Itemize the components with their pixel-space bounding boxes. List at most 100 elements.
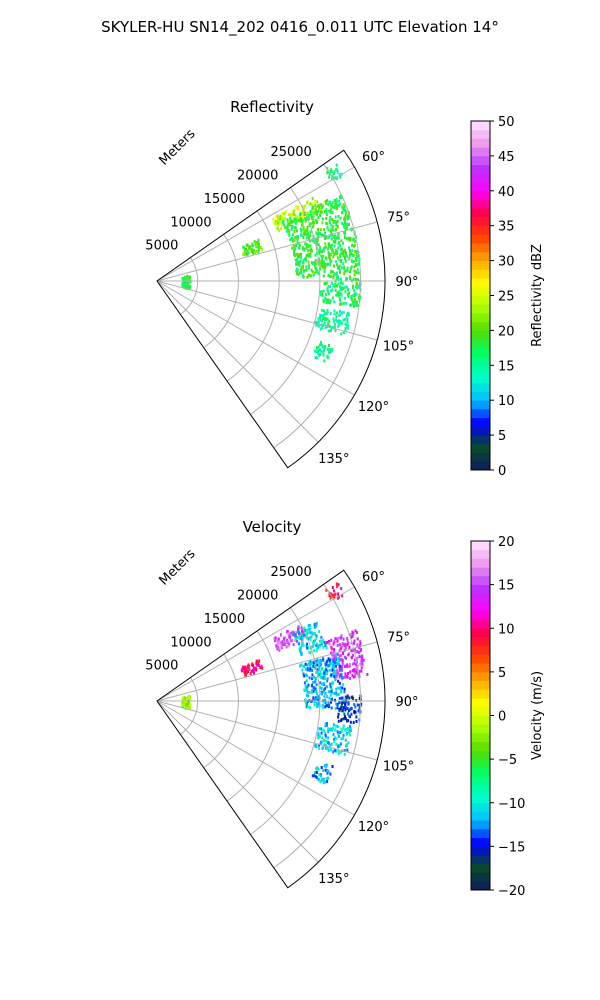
echo-gate bbox=[321, 291, 324, 295]
echo-gate bbox=[330, 748, 333, 752]
echo-gate bbox=[346, 674, 348, 678]
echo-gate bbox=[342, 230, 345, 234]
echo-gate bbox=[303, 231, 305, 235]
echo-gate bbox=[342, 203, 345, 207]
echo-gate bbox=[333, 692, 336, 695]
azimuth-tick-label: 75° bbox=[387, 210, 410, 225]
echo-gate bbox=[291, 214, 293, 217]
echo-gate bbox=[299, 233, 302, 236]
echo-gate bbox=[328, 703, 331, 707]
echo-gate bbox=[343, 687, 346, 691]
echo-gate bbox=[335, 687, 338, 691]
echo-gate bbox=[279, 642, 282, 646]
echo-gate bbox=[287, 220, 290, 224]
echo-gate bbox=[339, 673, 342, 677]
echo-gate bbox=[320, 210, 322, 214]
echo-gate bbox=[344, 257, 346, 261]
echo-gate bbox=[332, 320, 335, 324]
echo-gate bbox=[337, 712, 340, 716]
echo-gate bbox=[346, 636, 349, 640]
echo-gate bbox=[348, 238, 351, 242]
echo-gate bbox=[335, 583, 338, 587]
echo-gate bbox=[328, 175, 331, 179]
echo-gate bbox=[325, 301, 328, 305]
echo-gate bbox=[319, 232, 322, 236]
echo-gate bbox=[306, 646, 308, 650]
echo-gate bbox=[350, 695, 353, 699]
echo-gate bbox=[292, 643, 295, 647]
echo-gate bbox=[330, 170, 333, 174]
reflectivity-azimuth-labels: 60° 75° 90° 105° 120° 135° bbox=[318, 150, 418, 467]
echo-gate bbox=[307, 683, 310, 687]
echo-gate bbox=[344, 218, 347, 222]
echo-gate bbox=[321, 704, 324, 708]
echo-gate bbox=[259, 666, 262, 670]
echo-gate bbox=[328, 263, 331, 267]
echo-gate bbox=[350, 252, 353, 256]
echo-gate bbox=[305, 701, 307, 705]
echo-gate bbox=[351, 248, 354, 252]
echo-gate bbox=[324, 732, 327, 736]
echo-gate bbox=[329, 210, 332, 214]
echo-gate bbox=[300, 634, 303, 638]
echo-gate bbox=[355, 282, 358, 285]
echo-gate bbox=[328, 745, 331, 749]
azimuth-spoke bbox=[156, 280, 355, 396]
echo-gate bbox=[311, 669, 314, 673]
echo-gate bbox=[296, 237, 299, 241]
echo-gate bbox=[308, 651, 311, 654]
echo-gate bbox=[287, 644, 290, 648]
echo-gate bbox=[188, 278, 191, 282]
echo-gate bbox=[343, 216, 346, 220]
echo-gate bbox=[324, 242, 327, 246]
echo-gate bbox=[356, 643, 359, 647]
colorbar-band bbox=[471, 129, 490, 139]
echo-gate bbox=[353, 662, 356, 666]
echo-gate bbox=[354, 673, 357, 677]
echo-gate bbox=[182, 280, 185, 284]
echo-gate bbox=[305, 246, 308, 250]
echo-gate bbox=[333, 325, 336, 329]
echo-gate bbox=[315, 323, 318, 327]
echo-gate bbox=[181, 696, 184, 700]
echo-gate bbox=[345, 211, 348, 215]
echo-gate bbox=[336, 704, 339, 708]
echo-gate bbox=[325, 217, 328, 221]
azimuth-tick-label: 120° bbox=[358, 820, 389, 835]
echo-gate bbox=[318, 204, 320, 208]
echo-gate bbox=[324, 256, 327, 260]
echo-gate bbox=[342, 736, 344, 740]
echo-gate bbox=[324, 669, 326, 673]
echo-gate bbox=[287, 632, 290, 636]
echo-gate bbox=[360, 669, 363, 673]
echo-gate bbox=[286, 218, 289, 222]
echo-gate bbox=[314, 262, 317, 266]
echo-gate bbox=[189, 697, 191, 701]
echo-gate bbox=[341, 642, 344, 646]
range-tick-label: 15000 bbox=[204, 612, 245, 627]
colorbar-band bbox=[471, 190, 490, 200]
echo-gate bbox=[338, 654, 341, 658]
echo-gate bbox=[331, 726, 334, 730]
echo-gate bbox=[326, 669, 329, 673]
echo-gate bbox=[319, 318, 322, 322]
echo-gate bbox=[333, 264, 335, 268]
echo-gate bbox=[337, 656, 340, 660]
echo-gate bbox=[344, 675, 347, 679]
range-ring bbox=[226, 630, 280, 802]
echo-gate bbox=[324, 231, 326, 235]
echo-gate bbox=[320, 326, 323, 330]
echo-gate bbox=[252, 664, 255, 668]
echo-gate bbox=[346, 665, 349, 669]
echo-gate bbox=[338, 199, 341, 203]
echo-gate bbox=[307, 249, 310, 253]
echo-gate bbox=[314, 237, 317, 241]
echo-gate bbox=[319, 639, 321, 643]
echo-gate bbox=[335, 691, 338, 695]
echo-gate bbox=[306, 642, 308, 646]
echo-gate bbox=[341, 686, 344, 690]
echo-gate bbox=[306, 233, 309, 237]
echo-gate bbox=[337, 715, 340, 719]
echo-gate bbox=[308, 266, 310, 270]
echo-gate bbox=[353, 641, 355, 645]
